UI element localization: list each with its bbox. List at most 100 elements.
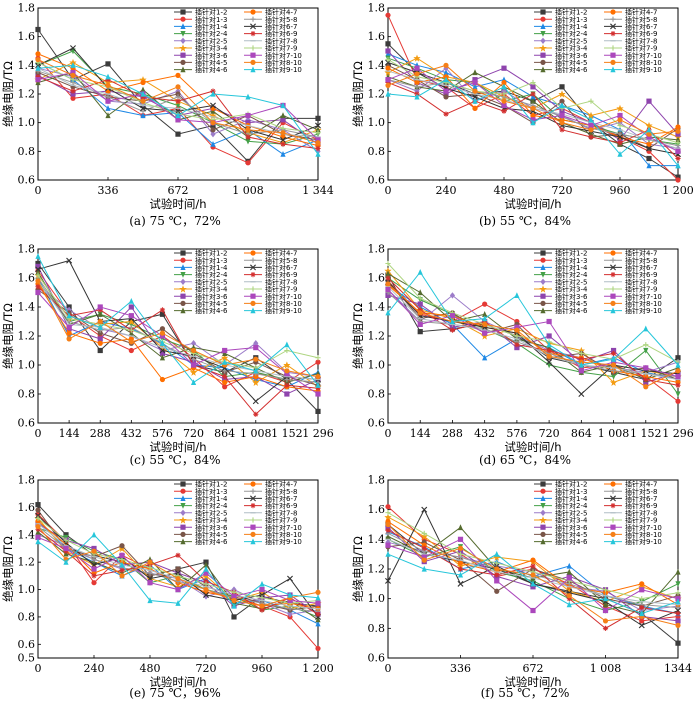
data-point bbox=[119, 573, 125, 579]
data-point bbox=[546, 353, 552, 359]
data-point bbox=[457, 548, 464, 554]
data-point bbox=[315, 126, 321, 133]
legend-label: 插针对7-8 bbox=[625, 508, 657, 517]
legend-label: 插针对1-4 bbox=[195, 22, 228, 31]
x-tick-label: 1 200 bbox=[302, 662, 334, 675]
data-point bbox=[203, 561, 209, 568]
legend-swatch-marker bbox=[540, 66, 546, 73]
data-point bbox=[443, 94, 449, 100]
y-tick-label: 1.0 bbox=[18, 359, 36, 372]
series-line bbox=[37, 271, 319, 383]
data-point bbox=[245, 120, 251, 126]
legend-swatch-marker bbox=[610, 286, 616, 292]
y-tick-label: 1.2 bbox=[368, 330, 386, 343]
x-tick-label: 576 bbox=[152, 427, 173, 440]
x-tick-label: 0 bbox=[385, 662, 392, 675]
x-tick-label: 720 bbox=[196, 662, 217, 675]
data-point bbox=[245, 93, 251, 100]
legend-label: 插针对4-7 bbox=[265, 480, 297, 489]
legend-label: 插针对9-10 bbox=[625, 65, 662, 74]
data-point bbox=[421, 557, 427, 563]
data-point bbox=[140, 112, 146, 119]
x-axis-label: 试验时间/h bbox=[504, 440, 561, 454]
data-point bbox=[222, 374, 228, 380]
data-point bbox=[559, 112, 565, 119]
data-point bbox=[610, 368, 617, 374]
data-point bbox=[530, 563, 536, 569]
data-point bbox=[588, 116, 594, 123]
legend-swatch-marker bbox=[180, 23, 186, 29]
data-point bbox=[385, 524, 391, 531]
data-point bbox=[414, 93, 420, 100]
series-line bbox=[37, 280, 319, 383]
legend: 插针对1-2插针对1-3插针对1-4插针对2-4插针对2-5插针对3-4插针对3… bbox=[174, 8, 302, 74]
data-point bbox=[457, 560, 464, 566]
legend-swatch-marker bbox=[540, 307, 546, 314]
data-point bbox=[128, 339, 134, 345]
data-point bbox=[482, 330, 488, 336]
data-point bbox=[449, 292, 456, 299]
data-point bbox=[91, 545, 97, 552]
y-tick-label: 1.6 bbox=[368, 503, 386, 516]
data-point bbox=[514, 333, 520, 339]
legend-label: 插针对4-5 bbox=[555, 58, 587, 67]
data-point bbox=[66, 324, 72, 330]
data-point bbox=[643, 379, 649, 385]
y-tick-label: 1.6 bbox=[18, 272, 36, 285]
data-point bbox=[472, 97, 478, 104]
data-point bbox=[472, 88, 478, 94]
y-tick-label: 0.8 bbox=[368, 145, 386, 158]
data-point bbox=[245, 160, 251, 166]
legend-swatch-marker bbox=[540, 16, 546, 22]
data-point bbox=[482, 354, 488, 361]
data-point bbox=[417, 301, 423, 307]
y-tick-label: 1.2 bbox=[18, 88, 36, 101]
y-tick-label: 1.6 bbox=[18, 30, 36, 43]
data-point bbox=[385, 577, 391, 584]
data-point bbox=[385, 82, 391, 88]
legend-label: 插针对1-3 bbox=[195, 487, 227, 496]
x-tick-label: 0 bbox=[385, 427, 392, 440]
chart-svg-e: 0.50.6 0.8 1.0 1.2 1.4 1.6 1.8 0 240 480 720 960 1 2… bbox=[1, 474, 334, 690]
data-point bbox=[617, 140, 623, 146]
data-point bbox=[675, 131, 681, 137]
data-point bbox=[97, 311, 103, 317]
legend-swatch-marker bbox=[540, 538, 546, 545]
data-point bbox=[147, 559, 153, 565]
legend-swatch-marker bbox=[610, 272, 616, 278]
x-tick-label: 240 bbox=[436, 184, 457, 197]
data-point bbox=[63, 537, 69, 543]
legend-label: 插针对2-4 bbox=[195, 29, 228, 38]
data-point bbox=[159, 307, 166, 313]
data-point bbox=[35, 272, 41, 278]
data-point bbox=[189, 368, 198, 376]
data-point bbox=[420, 532, 428, 540]
data-point bbox=[190, 340, 197, 347]
y-tick-label: 1.2 bbox=[368, 88, 386, 101]
data-point bbox=[66, 312, 72, 319]
legend-label: 插针对9-10 bbox=[625, 537, 662, 546]
data-point bbox=[385, 542, 391, 548]
data-point bbox=[190, 356, 197, 362]
legend-label: 插针对5-8 bbox=[625, 256, 657, 265]
data-point bbox=[456, 562, 465, 570]
data-point bbox=[190, 347, 197, 354]
legend-swatch-marker bbox=[540, 9, 546, 15]
legend-swatch-marker bbox=[250, 286, 256, 292]
chart-svg-d: 0.6 0.8 1.0 1.2 1.4 1.6 1.8 0 144 288 432 576 720 864… bbox=[351, 243, 694, 455]
series-line bbox=[37, 256, 319, 386]
data-point bbox=[675, 374, 681, 380]
chart-panel-d: 0.6 0.8 1.0 1.2 1.4 1.6 1.8 0 144 288 432 576 720 864… bbox=[350, 235, 700, 470]
legend-label: 插针对1-3 bbox=[555, 487, 587, 496]
data-point bbox=[35, 289, 41, 296]
legend-label: 插针对7-8 bbox=[625, 277, 657, 286]
data-point bbox=[501, 87, 507, 95]
data-point bbox=[147, 597, 153, 604]
data-point bbox=[639, 604, 645, 611]
legend-swatch-marker bbox=[180, 37, 186, 44]
data-point bbox=[203, 578, 209, 584]
legend-label: 插针对6-7 bbox=[625, 263, 657, 272]
data-point bbox=[675, 590, 681, 596]
chart-svg-f: 0.6 0.8 1.0 1.2 1.4 1.6 1.8 0 336 672 1 008 1344 试验时… bbox=[351, 474, 692, 690]
data-point bbox=[35, 266, 41, 273]
